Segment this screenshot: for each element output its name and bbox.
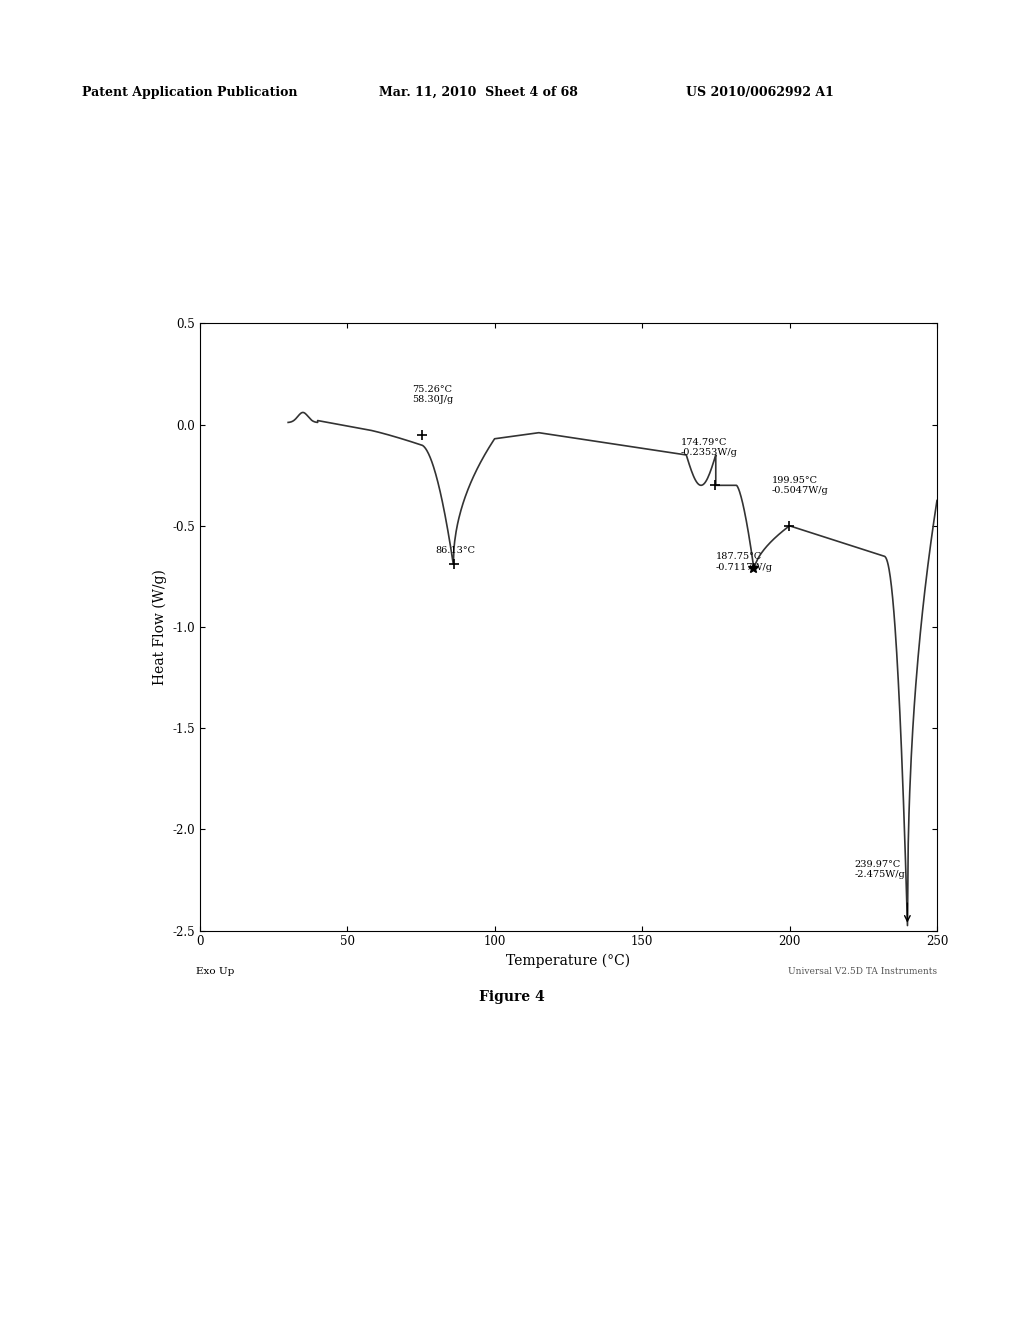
Text: Patent Application Publication: Patent Application Publication: [82, 86, 297, 99]
Text: 86.13°C: 86.13°C: [435, 546, 475, 554]
X-axis label: Temperature (°C): Temperature (°C): [506, 954, 631, 969]
Text: Exo Up: Exo Up: [196, 968, 234, 975]
Y-axis label: Heat Flow (W/g): Heat Flow (W/g): [153, 569, 167, 685]
Text: Mar. 11, 2010  Sheet 4 of 68: Mar. 11, 2010 Sheet 4 of 68: [379, 86, 578, 99]
Text: US 2010/0062992 A1: US 2010/0062992 A1: [686, 86, 834, 99]
Text: 174.79°C
-0.2353W/g: 174.79°C -0.2353W/g: [680, 438, 737, 457]
Text: 187.75°C
-0.7117W/g: 187.75°C -0.7117W/g: [716, 552, 773, 572]
Text: Universal V2.5D TA Instruments: Universal V2.5D TA Instruments: [787, 968, 937, 975]
Text: 75.26°C
58.30J/g: 75.26°C 58.30J/g: [412, 385, 454, 404]
Text: Figure 4: Figure 4: [479, 990, 545, 1003]
Text: 199.95°C
-0.5047W/g: 199.95°C -0.5047W/g: [772, 477, 828, 495]
Text: 239.97°C
-2.475W/g: 239.97°C -2.475W/g: [854, 859, 905, 879]
